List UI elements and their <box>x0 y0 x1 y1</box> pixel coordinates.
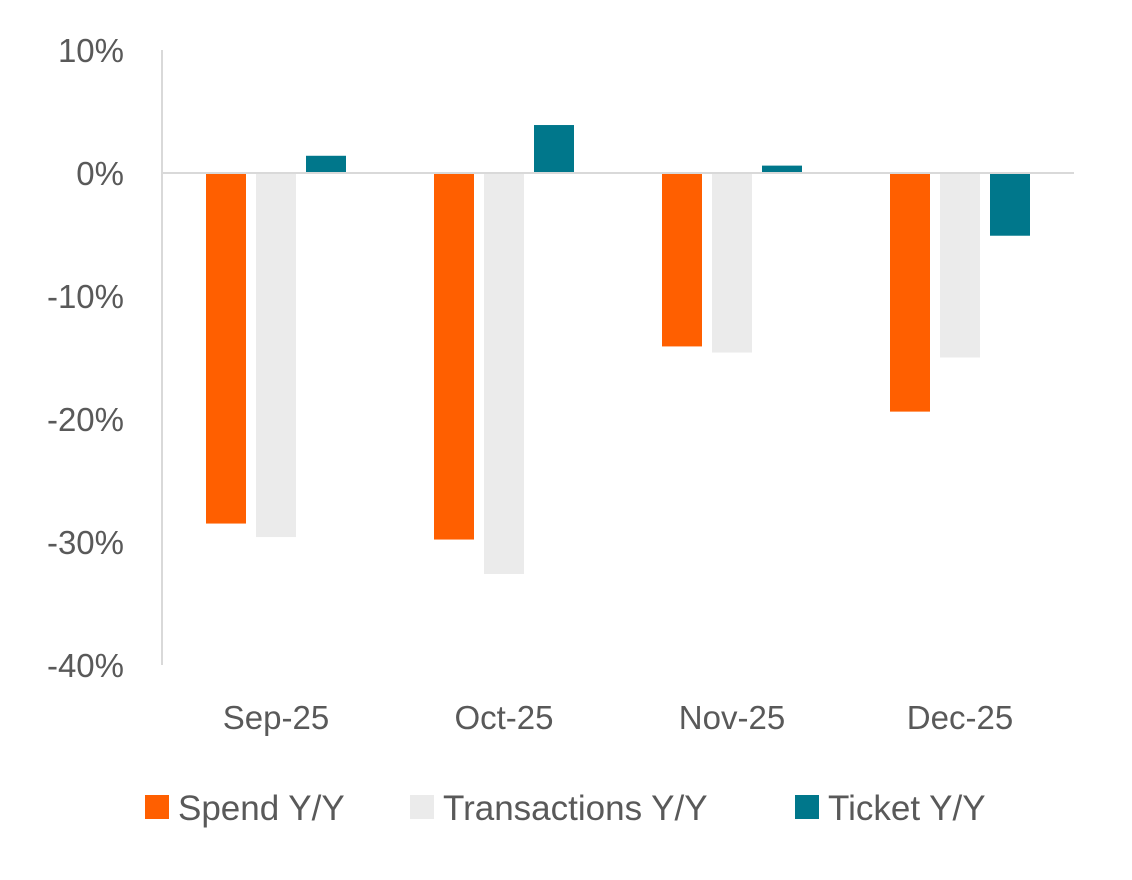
legend: Spend Y/Y Transactions Y/Y Ticket Y/Y <box>145 789 986 828</box>
legend-swatch <box>795 795 819 819</box>
bar-ticket-y-y-dec-25 <box>990 173 1030 236</box>
bar-spend-y-y-sep-25 <box>206 173 246 524</box>
x-tick-label: Oct-25 <box>454 699 553 736</box>
x-tick-label: Dec-25 <box>907 699 1013 736</box>
bar-transactions-y-y-dec-25 <box>940 173 980 358</box>
y-tick-label: -40% <box>47 647 124 684</box>
bar-transactions-y-y-sep-25 <box>256 173 296 538</box>
legend-label: Ticket Y/Y <box>828 789 986 828</box>
bar-spend-y-y-oct-25 <box>434 173 474 540</box>
bar-transactions-y-y-oct-25 <box>484 173 524 574</box>
bar-spend-y-y-nov-25 <box>662 173 702 347</box>
bars-group <box>206 125 1030 574</box>
y-tick-label: -10% <box>47 278 124 315</box>
x-tick-label: Nov-25 <box>679 699 785 736</box>
x-tick-label: Sep-25 <box>223 699 329 736</box>
legend-swatch <box>145 795 169 819</box>
bar-spend-y-y-dec-25 <box>890 173 930 412</box>
x-axis-tick-labels: Sep-25 Oct-25 Nov-25 Dec-25 <box>223 699 1013 736</box>
legend-label: Transactions Y/Y <box>443 789 708 828</box>
legend-swatch <box>410 795 434 819</box>
y-tick-label: 10% <box>58 32 124 69</box>
y-tick-label: 0% <box>76 155 124 192</box>
bar-transactions-y-y-nov-25 <box>712 173 752 353</box>
legend-label: Spend Y/Y <box>178 789 345 828</box>
y-axis-tick-labels: 10% 0% -10% -20% -30% -40% <box>47 32 124 684</box>
bar-ticket-y-y-nov-25 <box>762 165 802 173</box>
y-tick-label: -20% <box>47 401 124 438</box>
bar-ticket-y-y-oct-25 <box>534 125 574 173</box>
bar-ticket-y-y-sep-25 <box>306 155 346 173</box>
y-tick-label: -30% <box>47 524 124 561</box>
